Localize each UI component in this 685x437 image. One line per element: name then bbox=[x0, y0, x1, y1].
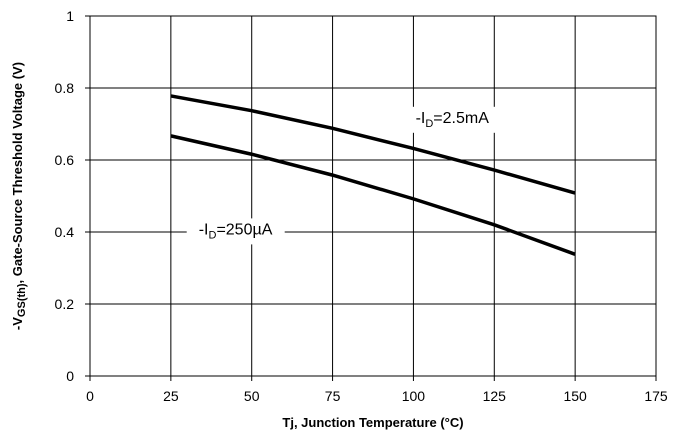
series-label-bg-0 bbox=[403, 106, 502, 133]
x-tick-label-1: 25 bbox=[163, 388, 179, 404]
series-labels: -ID=2.5mA-ID=250µA bbox=[186, 106, 502, 245]
x-tick-label-4: 100 bbox=[402, 388, 426, 404]
series-label-subscript-1: D bbox=[208, 229, 216, 241]
y-axis-title-suffix: , Gate-Source Threshold Voltage (V) bbox=[10, 62, 25, 284]
y-tick-label-5: 1 bbox=[66, 8, 74, 24]
x-tick-label-0: 0 bbox=[86, 388, 94, 404]
series-label-suffix-0: =2.5mA bbox=[433, 110, 489, 127]
series-label-bg-1 bbox=[186, 218, 285, 245]
plot-frame bbox=[89, 15, 657, 377]
y-tick-label-1: 0.2 bbox=[55, 296, 75, 312]
series-label-text-1: -ID=250µA bbox=[199, 221, 273, 241]
y-tick-label-3: 0.6 bbox=[55, 152, 75, 168]
series-lines bbox=[170, 94, 576, 256]
series-label-prefix-1: -I bbox=[199, 221, 209, 238]
y-tick-label-0: 0 bbox=[66, 368, 74, 384]
series-label-prefix-0: -I bbox=[416, 110, 426, 127]
series-label-1: -ID=250µA bbox=[186, 218, 285, 245]
series-label-suffix-1: =250µA bbox=[216, 221, 272, 238]
x-tick-label-2: 50 bbox=[244, 388, 260, 404]
y-axis-title-subscript: GS(th) bbox=[16, 283, 28, 317]
y-tick-label-2: 0.4 bbox=[55, 224, 75, 240]
grid bbox=[89, 15, 657, 377]
series-label-0: -ID=2.5mA bbox=[403, 106, 502, 133]
x-tick-label-6: 150 bbox=[563, 388, 587, 404]
x-tick-label-7: 175 bbox=[644, 388, 668, 404]
tick-labels: 0 25 50 75 100 125 150 175 0 0.2 0.4 0.6 0.8 1 bbox=[55, 8, 668, 404]
y-axis-title: -VGS(th), Gate-Source Threshold Voltage … bbox=[10, 62, 28, 330]
series-line-0 bbox=[170, 94, 576, 195]
series-label-subscript-0: D bbox=[425, 118, 433, 130]
series-line-1 bbox=[170, 134, 576, 256]
series-label-text-0: -ID=2.5mA bbox=[416, 110, 490, 130]
x-tick-label-3: 75 bbox=[325, 388, 341, 404]
y-axis-title-prefix: -V bbox=[10, 317, 25, 330]
x-axis-title: Tj, Junction Temperature (°C) bbox=[282, 415, 463, 430]
x-tick-label-5: 125 bbox=[483, 388, 507, 404]
y-tick-label-4: 0.8 bbox=[55, 80, 75, 96]
